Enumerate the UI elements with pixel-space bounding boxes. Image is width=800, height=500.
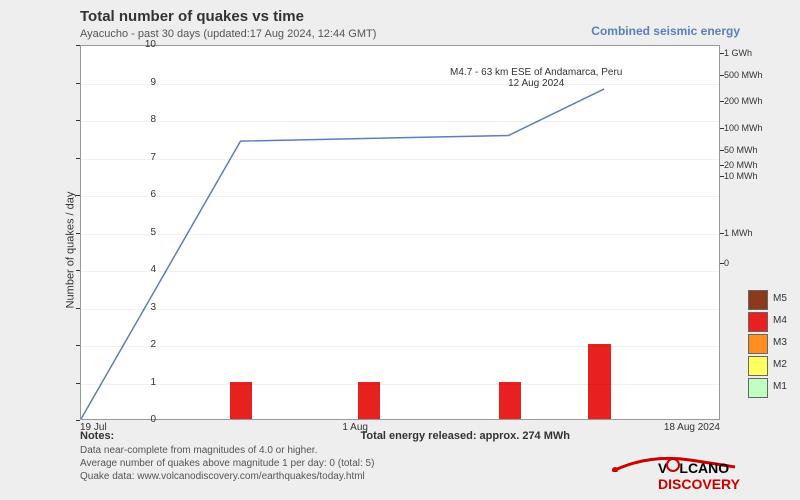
y-tick-left: 0 xyxy=(126,414,156,425)
mag-legend-label: M1 xyxy=(773,381,787,392)
y-tick-left: 4 xyxy=(126,264,156,275)
y-tick-left: 2 xyxy=(126,339,156,350)
y-tick-right: 100 MWh xyxy=(724,123,784,133)
y-tick-left: 3 xyxy=(126,302,156,313)
annotation-line2: 12 Aug 2024 xyxy=(426,78,646,89)
y-tick-right: 1 MWh xyxy=(724,228,784,238)
y-tick-right: 10 MWh xyxy=(724,171,784,181)
magnitude-legend: M5M4M3M2M1 xyxy=(748,290,768,400)
y-tick-left: 5 xyxy=(126,227,156,238)
total-energy-text: Total energy released: approx. 274 MWh xyxy=(361,430,570,442)
y-axis-left-label: Number of quakes / day xyxy=(64,192,76,309)
energy-line xyxy=(81,46,719,419)
logo: VOLCANO DISCOVERY xyxy=(658,460,740,492)
plot-area: M4.7 - 63 km ESE of Andamarca, Peru 12 A… xyxy=(80,45,720,420)
mag-legend-box: M1 xyxy=(748,378,768,398)
mag-legend-label: M5 xyxy=(773,293,787,304)
chart-container: Total number of quakes vs time Ayacucho … xyxy=(0,0,800,500)
y-tick-right: 50 MWh xyxy=(724,145,784,155)
y-tick-left: 10 xyxy=(126,39,156,50)
chart-title: Total number of quakes vs time xyxy=(80,8,304,25)
quake-bar xyxy=(499,382,521,420)
y-tick-right: 0 xyxy=(724,258,784,268)
mag-legend-label: M4 xyxy=(773,315,787,326)
quake-bar xyxy=(588,344,610,419)
line-legend-label: Combined seismic energy xyxy=(591,24,740,38)
notes-line3: Quake data: www.volcanodiscovery.com/ear… xyxy=(80,471,365,482)
y-tick-right: 1 GWh xyxy=(724,48,784,58)
quake-bar xyxy=(358,382,380,420)
notes-label: Notes: xyxy=(80,430,114,442)
quake-bar xyxy=(230,382,252,420)
notes-line1: Data near-complete from magnitudes of 4.… xyxy=(80,445,317,456)
logo-text-1: VOLCANO xyxy=(658,460,729,476)
event-annotation: M4.7 - 63 km ESE of Andamarca, Peru 12 A… xyxy=(426,67,646,89)
chart-subtitle: Ayacucho - past 30 days (updated:17 Aug … xyxy=(80,28,376,40)
mag-legend-box: M2 xyxy=(748,356,768,376)
mag-legend-box: M3 xyxy=(748,334,768,354)
mag-legend-box: M5 xyxy=(748,290,768,310)
x-tick: 18 Aug 2024 xyxy=(664,422,720,433)
notes-line2: Average number of quakes above magnitude… xyxy=(80,458,374,469)
mag-legend-label: M3 xyxy=(773,337,787,348)
y-tick-right: 500 MWh xyxy=(724,70,784,80)
annotation-line1: M4.7 - 63 km ESE of Andamarca, Peru xyxy=(426,67,646,78)
y-tick-right: 20 MWh xyxy=(724,160,784,170)
y-tick-left: 7 xyxy=(126,152,156,163)
y-tick-left: 1 xyxy=(126,377,156,388)
y-tick-right: 200 MWh xyxy=(724,96,784,106)
mag-legend-label: M2 xyxy=(773,359,787,370)
y-tick-left: 8 xyxy=(126,114,156,125)
logo-text-2: DISCOVERY xyxy=(658,476,740,492)
mag-legend-box: M4 xyxy=(748,312,768,332)
y-tick-left: 6 xyxy=(126,189,156,200)
y-tick-left: 9 xyxy=(126,77,156,88)
